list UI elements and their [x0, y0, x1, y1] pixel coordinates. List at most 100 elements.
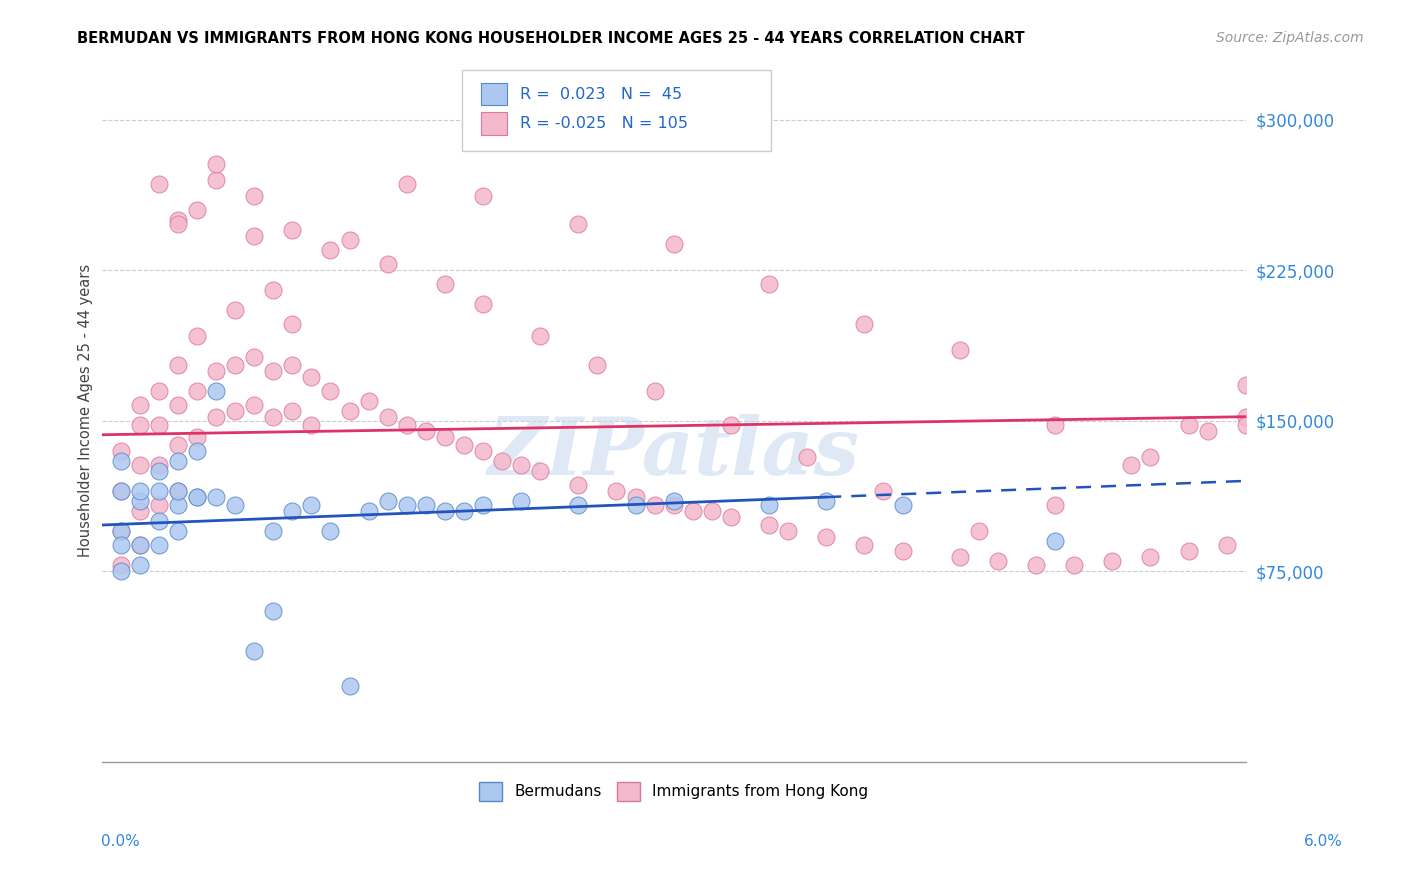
Point [377, 409, 399, 424]
Point [1234, 409, 1257, 424]
Point [167, 398, 190, 412]
Point [510, 458, 533, 472]
Point [415, 424, 437, 438]
Point [205, 490, 228, 504]
Point [128, 483, 150, 498]
FancyBboxPatch shape [481, 112, 506, 135]
Point [339, 233, 361, 247]
Point [110, 558, 132, 573]
Point [110, 524, 132, 538]
Point [377, 494, 399, 508]
Point [778, 524, 800, 538]
Point [186, 490, 208, 504]
Point [472, 498, 495, 512]
Point [224, 498, 246, 512]
Point [529, 464, 551, 478]
Point [167, 358, 190, 372]
Point [299, 498, 322, 512]
Point [186, 443, 208, 458]
Point [987, 554, 1010, 568]
Point [758, 277, 780, 292]
Point [186, 202, 208, 217]
Point [472, 189, 495, 203]
Point [453, 504, 475, 518]
Point [262, 604, 284, 618]
Point [319, 243, 342, 257]
Text: R =  0.023   N =  45: R = 0.023 N = 45 [520, 87, 682, 102]
Point [1101, 554, 1123, 568]
Text: BERMUDAN VS IMMIGRANTS FROM HONG KONG HOUSEHOLDER INCOME AGES 25 - 44 YEARS CORR: BERMUDAN VS IMMIGRANTS FROM HONG KONG HO… [77, 31, 1025, 46]
Point [128, 494, 150, 508]
Point [815, 530, 838, 544]
Point [128, 558, 150, 573]
Point [110, 564, 132, 578]
Point [1177, 417, 1199, 432]
Text: Source: ZipAtlas.com: Source: ZipAtlas.com [1216, 31, 1364, 45]
Point [128, 538, 150, 552]
Point [110, 454, 132, 468]
Point [243, 229, 266, 244]
Point [262, 524, 284, 538]
Point [949, 550, 972, 565]
Point [395, 177, 418, 191]
Point [186, 490, 208, 504]
Point [148, 483, 170, 498]
Point [281, 223, 304, 237]
Point [1215, 538, 1237, 552]
Point [1121, 458, 1143, 472]
Point [682, 504, 704, 518]
Point [1025, 558, 1047, 573]
Point [205, 173, 228, 187]
Point [243, 644, 266, 658]
Point [148, 458, 170, 472]
Point [110, 483, 132, 498]
Point [128, 417, 150, 432]
Point [644, 384, 666, 398]
Legend: Bermudans, Immigrants from Hong Kong: Bermudans, Immigrants from Hong Kong [472, 776, 875, 806]
Point [415, 498, 437, 512]
Point [148, 514, 170, 528]
Point [720, 417, 742, 432]
Point [281, 318, 304, 332]
Point [758, 518, 780, 533]
FancyBboxPatch shape [463, 70, 770, 151]
Point [1234, 417, 1257, 432]
Point [205, 384, 228, 398]
Point [662, 237, 685, 252]
Point [299, 369, 322, 384]
Point [796, 450, 818, 464]
Point [891, 544, 914, 558]
Point [872, 483, 894, 498]
Point [110, 443, 132, 458]
Point [605, 483, 627, 498]
Point [128, 458, 150, 472]
Point [815, 494, 838, 508]
Point [148, 538, 170, 552]
Point [167, 498, 190, 512]
Point [110, 524, 132, 538]
Point [281, 358, 304, 372]
Point [205, 409, 228, 424]
Y-axis label: Householder Income Ages 25 - 44 years: Householder Income Ages 25 - 44 years [79, 264, 93, 558]
Point [128, 504, 150, 518]
Point [1139, 550, 1161, 565]
Point [186, 430, 208, 444]
Point [110, 483, 132, 498]
FancyBboxPatch shape [481, 83, 506, 105]
Point [891, 498, 914, 512]
Point [567, 498, 589, 512]
Point [167, 438, 190, 452]
Point [148, 417, 170, 432]
Point [1139, 450, 1161, 464]
Point [148, 384, 170, 398]
Point [167, 524, 190, 538]
Point [339, 679, 361, 693]
Point [128, 538, 150, 552]
Point [243, 350, 266, 364]
Point [644, 498, 666, 512]
Point [224, 358, 246, 372]
Point [243, 398, 266, 412]
Point [395, 498, 418, 512]
Point [433, 430, 456, 444]
Point [853, 538, 876, 552]
